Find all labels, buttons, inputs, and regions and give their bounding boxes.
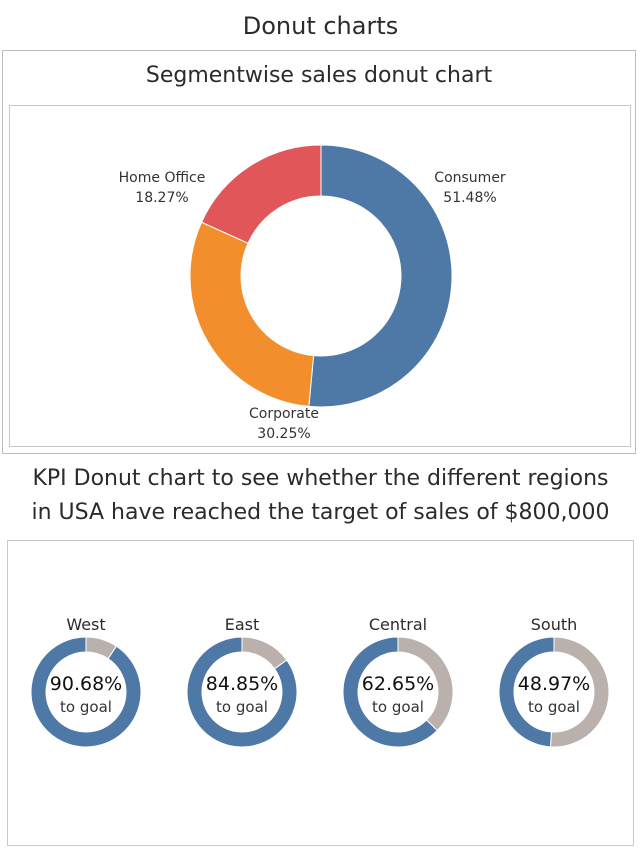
home-office-value: 18.27% [135, 190, 189, 206]
consumer-name: Consumer [434, 170, 506, 186]
kpi-goal-south: to goal [528, 698, 580, 716]
region-name-east: East [224, 615, 260, 634]
consumer-label: Consumer 51.48% [400, 168, 540, 208]
region-name-central: Central [368, 615, 428, 634]
region-name-south: South [530, 615, 578, 634]
corporate-label: Corporate 30.25% [214, 404, 354, 444]
kpi-value-central: 62.65% [361, 673, 435, 695]
segment-chart-area [9, 105, 631, 447]
kpi-value-west: 90.68% [49, 673, 123, 695]
home-office-label: Home Office 18.27% [92, 168, 232, 208]
kpi-value-south: 48.97% [517, 673, 591, 695]
kpi-value-east: 84.85% [205, 673, 279, 695]
corporate-name: Corporate [249, 406, 319, 422]
segment-panel: Segmentwise sales donut chart [2, 50, 636, 454]
consumer-value: 51.48% [443, 190, 497, 206]
kpi-title: KPI Donut chart to see whether the diffe… [0, 462, 641, 530]
region-name-west: West [66, 615, 106, 634]
kpi-panel [7, 540, 634, 846]
kpi-goal-west: to goal [60, 698, 112, 716]
kpi-title-line-2: in USA have reached the target of sales … [31, 500, 610, 525]
kpi-title-line-1: KPI Donut chart to see whether the diffe… [32, 466, 609, 491]
segment-chart-title: Segmentwise sales donut chart [145, 63, 493, 88]
kpi-goal-central: to goal [372, 698, 424, 716]
corporate-value: 30.25% [257, 426, 311, 442]
home-office-name: Home Office [118, 170, 206, 186]
kpi-goal-east: to goal [216, 698, 268, 716]
page-title: Donut charts [242, 12, 399, 40]
